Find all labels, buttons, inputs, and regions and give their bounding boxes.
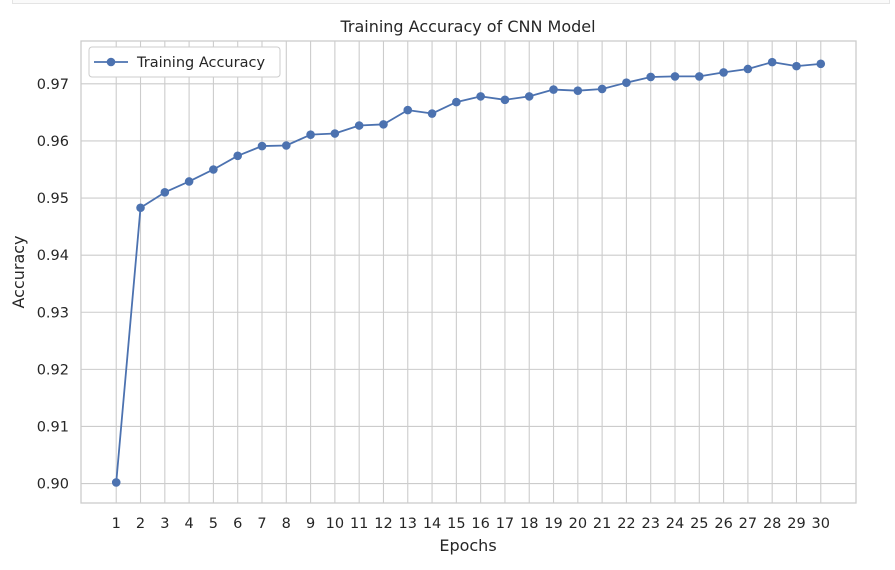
data-point	[136, 203, 145, 213]
y-tick-label: 0.91	[37, 419, 69, 435]
data-point	[646, 72, 656, 82]
data-point	[476, 92, 485, 101]
x-tick-labels: 1 2 3 4 5 6 7 8 9 10 11 12 13 14 15 16 17 18 19 20 21 22 23 24 2…	[112, 516, 830, 532]
x-tick-label: 13	[399, 516, 417, 532]
data-point	[257, 141, 267, 151]
x-tick-label: 8	[282, 516, 291, 532]
data-point	[719, 68, 728, 77]
legend: Training Accuracy	[88, 46, 281, 78]
x-tick-label: 17	[496, 516, 514, 532]
y-tick-label: 0.96	[37, 134, 69, 150]
data-point	[452, 97, 461, 107]
chart-title: Training Accuracy of CNN Model	[339, 17, 595, 36]
x-tick-label: 5	[209, 516, 218, 532]
y-tick-label: 0.92	[37, 362, 69, 378]
data-point	[160, 188, 170, 197]
x-tick-label: 23	[641, 516, 659, 532]
legend-label: Training Accuracy	[136, 55, 265, 71]
x-tick-label: 27	[739, 516, 757, 532]
y-tick-label: 0.90	[37, 477, 69, 493]
data-point	[622, 78, 631, 87]
data-point	[573, 86, 583, 95]
y-tick-label: 0.93	[37, 305, 69, 321]
legend-marker-swatch	[106, 57, 116, 67]
y-tick-label: 0.95	[37, 191, 69, 207]
data-point	[209, 165, 218, 174]
x-tick-label: 19	[544, 516, 562, 532]
data-point	[816, 59, 826, 69]
x-tick-label: 25	[690, 516, 708, 532]
data-point	[743, 64, 753, 74]
x-tick-label: 20	[569, 516, 587, 532]
data-point	[354, 121, 364, 130]
x-tick-label: 10	[326, 516, 344, 532]
x-tick-label: 22	[617, 516, 635, 532]
plot-frame	[80, 40, 857, 504]
y-axis-label: Accuracy	[9, 235, 28, 308]
y-tick-labels: 0.90 0.91 0.92 0.93 0.94 0.95 0.96 0.97	[37, 77, 69, 493]
x-tick-label: 11	[350, 516, 368, 532]
x-tick-label: 9	[306, 516, 315, 532]
data-point	[670, 72, 680, 81]
y-tick-label: 0.97	[37, 77, 69, 93]
data-point	[427, 109, 437, 118]
data-point	[524, 92, 534, 101]
data-point	[306, 130, 315, 139]
x-tick-label: 7	[257, 516, 266, 532]
data-point	[767, 57, 777, 67]
x-tick-label: 4	[184, 516, 193, 532]
x-tick-label: 1	[112, 516, 121, 532]
series-line	[115, 61, 821, 483]
x-tick-label: 6	[233, 516, 242, 532]
x-tick-label: 2	[136, 516, 145, 532]
data-point	[500, 95, 510, 105]
x-tick-label: 12	[374, 516, 392, 532]
x-tick-label: 26	[714, 516, 732, 532]
x-tick-label: 16	[471, 516, 489, 532]
x-tick-label: 21	[593, 516, 611, 532]
data-point	[694, 72, 704, 81]
x-tick-label: 30	[812, 516, 830, 532]
x-tick-label: 14	[423, 516, 441, 532]
series-group	[111, 57, 826, 487]
x-tick-label: 15	[447, 516, 465, 532]
x-tick-label: 3	[160, 516, 169, 532]
legend-box	[88, 46, 281, 78]
data-point	[184, 177, 194, 186]
x-tick-label: 18	[520, 516, 538, 532]
data-point	[233, 151, 243, 161]
data-point	[549, 85, 558, 94]
data-point	[111, 478, 121, 487]
data-point	[403, 105, 413, 115]
data-point	[281, 141, 291, 150]
x-tick-label: 24	[666, 516, 684, 532]
y-tick-label: 0.94	[37, 248, 69, 264]
grid	[81, 41, 856, 503]
data-point	[379, 120, 388, 129]
x-tick-label: 29	[787, 516, 805, 532]
x-axis-label: Epochs	[439, 536, 496, 555]
x-tick-label: 28	[763, 516, 781, 532]
window-top-strip	[12, 0, 890, 4]
data-point	[330, 129, 340, 138]
data-point	[792, 61, 801, 71]
data-point	[597, 84, 607, 94]
